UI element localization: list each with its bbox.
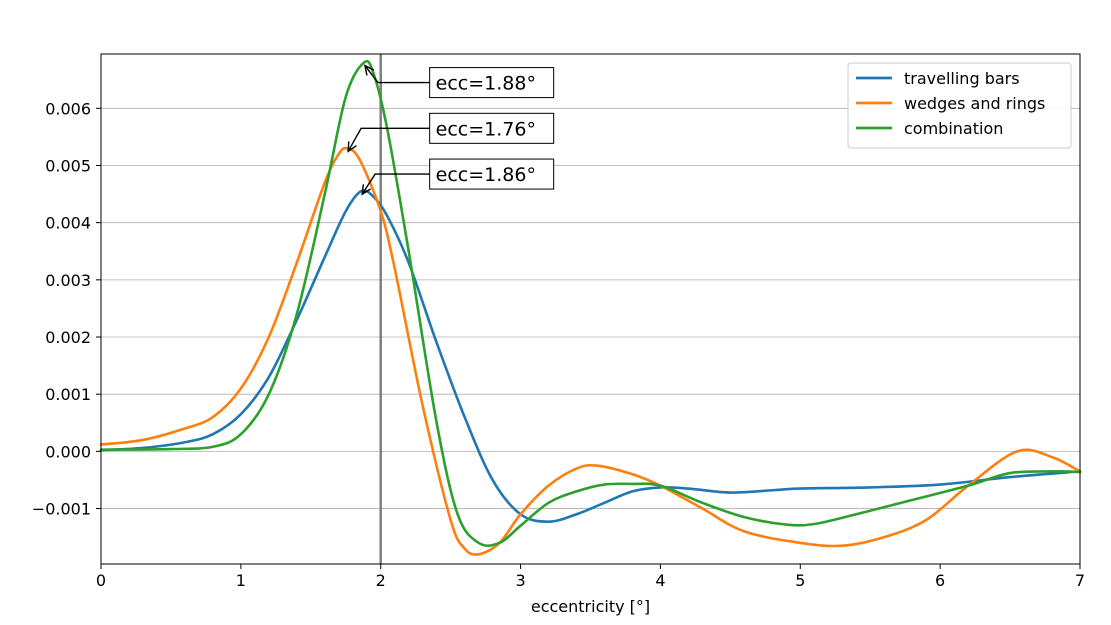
- annotation-connector-1: [347, 127, 430, 152]
- annotation-arrowhead-1: [347, 141, 357, 153]
- plot-frame: [100, 53, 1081, 565]
- grid-layer: [101, 107, 1080, 509]
- x-tick-label-5: 5: [795, 571, 805, 590]
- annotation-box-1: [429, 112, 555, 144]
- legend-box: [847, 62, 1072, 149]
- x-tick-label-1: 1: [236, 571, 246, 590]
- y-tick-label-5: 0.004: [45, 214, 91, 233]
- annotation-0: ecc=1.88°: [363, 64, 555, 99]
- y-tick-label-6: 0.005: [45, 156, 91, 175]
- x-tick-label-6: 6: [935, 571, 945, 590]
- y-tick-label-0: −0.001: [32, 500, 91, 519]
- x-tick-label-4: 4: [655, 571, 665, 590]
- legend-label-combination: combination: [904, 119, 1003, 138]
- annotation-text-1: ecc=1.76°: [436, 118, 536, 140]
- legend-label-wedges-and-rings: wedges and rings: [904, 94, 1045, 113]
- y-tick-label-3: 0.002: [45, 328, 91, 347]
- y-tick-label-4: 0.003: [45, 271, 91, 290]
- y-tick-label-1: 0.000: [45, 442, 91, 461]
- annotation-arrowhead-0: [363, 64, 375, 76]
- y-tick-label-2: 0.001: [45, 385, 91, 404]
- x-axis-label: eccentricity [°]: [531, 597, 650, 616]
- annotation-connector-0: [364, 65, 430, 84]
- annotation-1: ecc=1.76°: [347, 112, 555, 153]
- tick-layer: 0 1 2 3 4 5 6 7 −0.001 0.000 0.001 0.002 0.003 0.004 0…: [32, 99, 1085, 590]
- series-line-combination: [99, 59, 1082, 548]
- annotation-2: ecc=1.86°: [361, 158, 555, 196]
- x-tick-label-3: 3: [515, 571, 525, 590]
- annotation-arrowhead-2: [361, 184, 372, 196]
- x-tick-label-7: 7: [1075, 571, 1085, 590]
- series-layer: [99, 59, 1082, 556]
- legend: travelling bars wedges and rings combinati…: [847, 62, 1072, 149]
- annotation-box-0: [429, 67, 555, 99]
- plot-area-border: [100, 53, 1081, 565]
- annotation-connector-2: [361, 173, 430, 195]
- series-line-wedges-and-rings: [99, 146, 1082, 556]
- x-tick-label-2: 2: [376, 571, 386, 590]
- annotation-text-2: ecc=1.86°: [436, 164, 536, 186]
- legend-label-travelling-bars: travelling bars: [904, 69, 1020, 88]
- x-tick-label-0: 0: [96, 571, 106, 590]
- annotation-layer: ecc=1.88° ecc=1.76° ecc=1.86°: [347, 64, 555, 196]
- annotation-box-2: [429, 158, 555, 190]
- y-tick-label-7: 0.006: [45, 99, 91, 118]
- series-line-travelling-bars: [99, 189, 1082, 523]
- annotation-text-0: ecc=1.88°: [436, 73, 536, 95]
